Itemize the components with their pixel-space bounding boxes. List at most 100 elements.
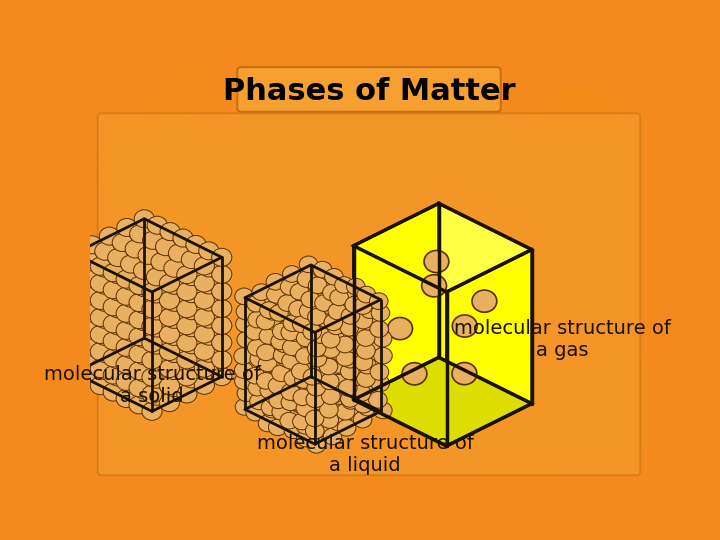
Ellipse shape <box>311 407 330 423</box>
Ellipse shape <box>312 333 331 349</box>
Polygon shape <box>354 357 532 446</box>
Ellipse shape <box>159 326 179 343</box>
Ellipse shape <box>336 349 355 366</box>
Ellipse shape <box>357 382 376 399</box>
Ellipse shape <box>329 371 348 388</box>
Ellipse shape <box>212 334 232 352</box>
Ellipse shape <box>247 295 266 312</box>
Ellipse shape <box>311 277 330 294</box>
Ellipse shape <box>156 255 176 273</box>
Ellipse shape <box>212 316 232 334</box>
Ellipse shape <box>290 340 309 356</box>
Ellipse shape <box>310 421 328 437</box>
Ellipse shape <box>116 389 136 408</box>
Ellipse shape <box>452 362 477 384</box>
Ellipse shape <box>142 300 162 318</box>
Ellipse shape <box>95 242 115 260</box>
Ellipse shape <box>151 321 171 339</box>
Ellipse shape <box>266 287 285 303</box>
Ellipse shape <box>134 244 154 262</box>
Ellipse shape <box>143 265 163 284</box>
Ellipse shape <box>351 363 369 380</box>
Ellipse shape <box>147 319 167 336</box>
Ellipse shape <box>310 353 328 370</box>
Ellipse shape <box>160 256 180 275</box>
Ellipse shape <box>173 229 193 247</box>
Ellipse shape <box>159 376 179 395</box>
Ellipse shape <box>108 283 128 301</box>
Ellipse shape <box>297 271 316 287</box>
Circle shape <box>163 72 233 142</box>
Ellipse shape <box>300 270 318 287</box>
Ellipse shape <box>287 394 305 411</box>
Ellipse shape <box>285 325 304 341</box>
Ellipse shape <box>116 338 136 356</box>
Ellipse shape <box>160 274 180 292</box>
Ellipse shape <box>308 350 327 367</box>
Ellipse shape <box>186 303 206 322</box>
Ellipse shape <box>64 347 84 364</box>
Ellipse shape <box>302 311 321 328</box>
Ellipse shape <box>177 351 197 369</box>
Ellipse shape <box>199 276 219 294</box>
Ellipse shape <box>327 397 346 414</box>
Circle shape <box>67 300 199 430</box>
Ellipse shape <box>269 419 287 436</box>
Ellipse shape <box>177 334 197 352</box>
Ellipse shape <box>284 422 302 438</box>
Ellipse shape <box>138 280 158 299</box>
Ellipse shape <box>142 402 162 420</box>
Ellipse shape <box>103 298 123 316</box>
Ellipse shape <box>308 277 327 294</box>
Ellipse shape <box>261 399 280 416</box>
Ellipse shape <box>108 317 128 335</box>
Ellipse shape <box>305 320 323 336</box>
Ellipse shape <box>130 259 150 277</box>
Ellipse shape <box>199 361 219 379</box>
Ellipse shape <box>302 353 320 370</box>
Ellipse shape <box>323 284 341 301</box>
Ellipse shape <box>303 323 322 340</box>
Ellipse shape <box>112 233 132 252</box>
Ellipse shape <box>334 358 353 375</box>
Ellipse shape <box>186 235 206 253</box>
Ellipse shape <box>283 315 302 332</box>
Ellipse shape <box>336 403 355 420</box>
Ellipse shape <box>337 387 356 403</box>
Ellipse shape <box>138 264 158 281</box>
Ellipse shape <box>323 281 341 298</box>
Ellipse shape <box>334 316 352 332</box>
Ellipse shape <box>269 377 287 394</box>
Ellipse shape <box>265 328 284 345</box>
Ellipse shape <box>305 422 324 439</box>
Ellipse shape <box>95 327 115 346</box>
Ellipse shape <box>95 345 115 362</box>
Ellipse shape <box>321 338 339 354</box>
Ellipse shape <box>278 389 297 406</box>
Ellipse shape <box>159 342 179 361</box>
Ellipse shape <box>160 325 180 343</box>
Ellipse shape <box>186 287 206 305</box>
Ellipse shape <box>269 313 287 330</box>
Ellipse shape <box>99 227 120 245</box>
Ellipse shape <box>325 367 344 383</box>
Ellipse shape <box>361 326 380 343</box>
Ellipse shape <box>354 312 372 329</box>
Ellipse shape <box>292 413 311 430</box>
Ellipse shape <box>142 317 162 335</box>
Ellipse shape <box>307 375 326 392</box>
Ellipse shape <box>356 330 375 346</box>
Ellipse shape <box>121 306 141 324</box>
Ellipse shape <box>90 376 110 395</box>
Ellipse shape <box>147 285 167 302</box>
Ellipse shape <box>168 295 189 313</box>
Ellipse shape <box>297 372 316 388</box>
Ellipse shape <box>143 282 163 300</box>
Ellipse shape <box>369 293 388 309</box>
Ellipse shape <box>103 264 123 282</box>
Ellipse shape <box>156 238 176 256</box>
Ellipse shape <box>251 294 270 310</box>
Polygon shape <box>245 265 381 333</box>
Ellipse shape <box>82 304 102 322</box>
Text: molecular structure of
a gas: molecular structure of a gas <box>454 319 671 360</box>
